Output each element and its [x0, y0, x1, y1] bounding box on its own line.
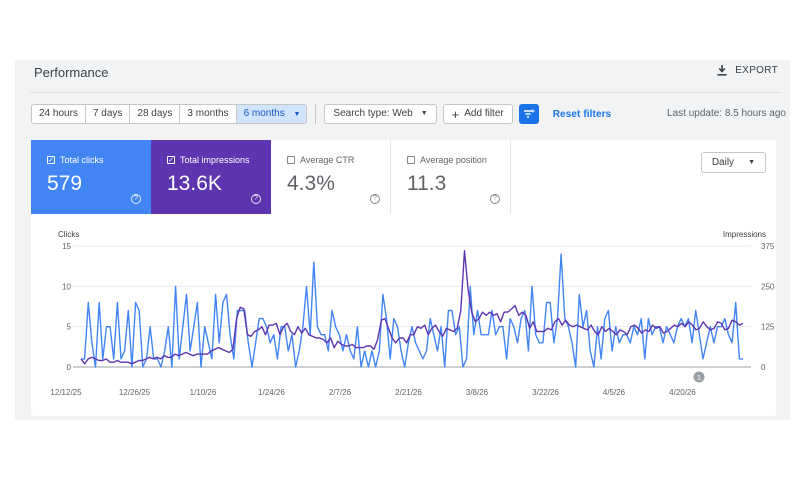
metric-average-ctr[interactable]: Average CTR 4.3% ?	[271, 140, 391, 214]
range-6-months-label: 6 months	[243, 108, 285, 119]
x-tick-label: 3/22/26	[532, 388, 559, 397]
x-tick-label: 3/8/26	[466, 388, 489, 397]
y-tick-right: 0	[761, 363, 766, 372]
help-icon[interactable]: ?	[131, 194, 141, 204]
search-type-label: Search type: Web	[333, 108, 413, 119]
metric-label-row: Average CTR	[287, 155, 354, 165]
granularity-dropdown[interactable]: Daily ▼	[700, 152, 766, 173]
checkbox-unchecked-icon	[287, 156, 295, 164]
annotation-marker	[693, 371, 705, 383]
checkbox-checked-icon: ✓	[167, 156, 175, 164]
x-tick-label: 2/21/26	[395, 388, 422, 397]
header-divider	[30, 92, 782, 93]
caret-down-icon: ▼	[293, 111, 301, 118]
filter-settings-button[interactable]	[518, 104, 539, 124]
metric-label: Average CTR	[300, 155, 355, 165]
add-filter-label: Add filter	[464, 108, 504, 119]
range-7-days[interactable]: 7 days	[86, 105, 131, 123]
help-icon[interactable]: ?	[251, 194, 261, 204]
x-tick-label: 4/5/26	[603, 388, 626, 397]
metric-value: 13.6K	[167, 172, 222, 195]
performance-panel: Performance EXPORT 24 hours 7 days 28 da…	[15, 60, 790, 420]
y-tick-right: 125	[761, 323, 775, 332]
page-title: Performance	[34, 65, 109, 80]
search-type-dropdown[interactable]: Search type: Web ▼	[324, 104, 437, 124]
y-tick-left: 15	[62, 242, 71, 251]
x-tick-label: 1/24/26	[258, 388, 285, 397]
performance-chart: 0 5 10 15 0 125 250 375 12/12/25 12/26/25 1/10/26 1…	[50, 242, 775, 397]
x-tick-label: 2/7/26	[329, 388, 352, 397]
export-label: EXPORT	[735, 65, 778, 76]
range-6-months[interactable]: 6 months ▼	[236, 105, 307, 123]
export-button[interactable]: EXPORT	[717, 65, 778, 76]
metric-value: 4.3%	[287, 172, 335, 195]
x-tick-label: 4/20/26	[669, 388, 696, 397]
x-tick-label: 12/26/25	[119, 388, 151, 397]
toolbar-divider	[315, 104, 317, 124]
add-filter-button[interactable]: + Add filter	[442, 104, 513, 124]
metric-label-row: ✓ Total clicks	[47, 155, 104, 165]
metric-label-row: Average position	[407, 155, 487, 165]
series-line-clicks	[81, 253, 743, 368]
y-axis-right-title: Impressions	[722, 230, 766, 239]
annotation-label: 1	[697, 375, 701, 382]
range-24-hours[interactable]: 24 hours	[32, 105, 86, 123]
filter-icon	[523, 109, 535, 118]
metric-label-row: ✓ Total impressions	[167, 155, 250, 165]
y-tick-right: 250	[761, 282, 775, 291]
metric-label: Total impressions	[180, 155, 250, 165]
y-tick-left: 5	[67, 323, 72, 332]
y-axis-left-title: Clicks	[58, 230, 80, 239]
date-range-selector: 24 hours 7 days 28 days 3 months 6 month…	[31, 104, 308, 124]
granularity-label: Daily	[711, 157, 735, 168]
reset-filters-link[interactable]: Reset filters	[552, 108, 612, 120]
range-28-days[interactable]: 28 days	[130, 105, 181, 123]
download-icon	[717, 65, 727, 76]
metric-total-impressions[interactable]: ✓ Total impressions 13.6K ?	[151, 140, 271, 214]
last-update-text: Last update: 8.5 hours ago	[667, 108, 786, 119]
y-tick-right: 375	[761, 242, 775, 251]
metric-average-position[interactable]: Average position 11.3 ?	[391, 140, 511, 214]
x-tick-label: 1/10/26	[190, 388, 217, 397]
x-tick-label: 12/12/25	[50, 388, 82, 397]
caret-down-icon: ▼	[748, 159, 755, 166]
y-tick-left: 10	[62, 282, 71, 291]
metric-value: 579	[47, 172, 83, 195]
help-icon[interactable]: ?	[490, 194, 500, 204]
caret-down-icon: ▼	[420, 110, 428, 117]
range-3-months[interactable]: 3 months	[180, 105, 237, 123]
checkbox-unchecked-icon	[407, 156, 415, 164]
metric-value: 11.3	[407, 172, 447, 195]
series-line-impressions	[80, 250, 744, 365]
checkbox-checked-icon: ✓	[47, 156, 55, 164]
chart-card: ✓ Total clicks 579 ? ✓ Total impressions 1…	[31, 140, 776, 416]
plus-icon: +	[451, 106, 460, 122]
help-icon[interactable]: ?	[370, 194, 380, 204]
y-tick-left: 0	[67, 363, 72, 372]
metric-label: Average position	[420, 155, 487, 165]
metric-total-clicks[interactable]: ✓ Total clicks 579 ?	[31, 140, 151, 214]
metric-label: Total clicks	[60, 155, 104, 165]
filter-toolbar: 24 hours 7 days 28 days 3 months 6 month…	[31, 104, 611, 124]
